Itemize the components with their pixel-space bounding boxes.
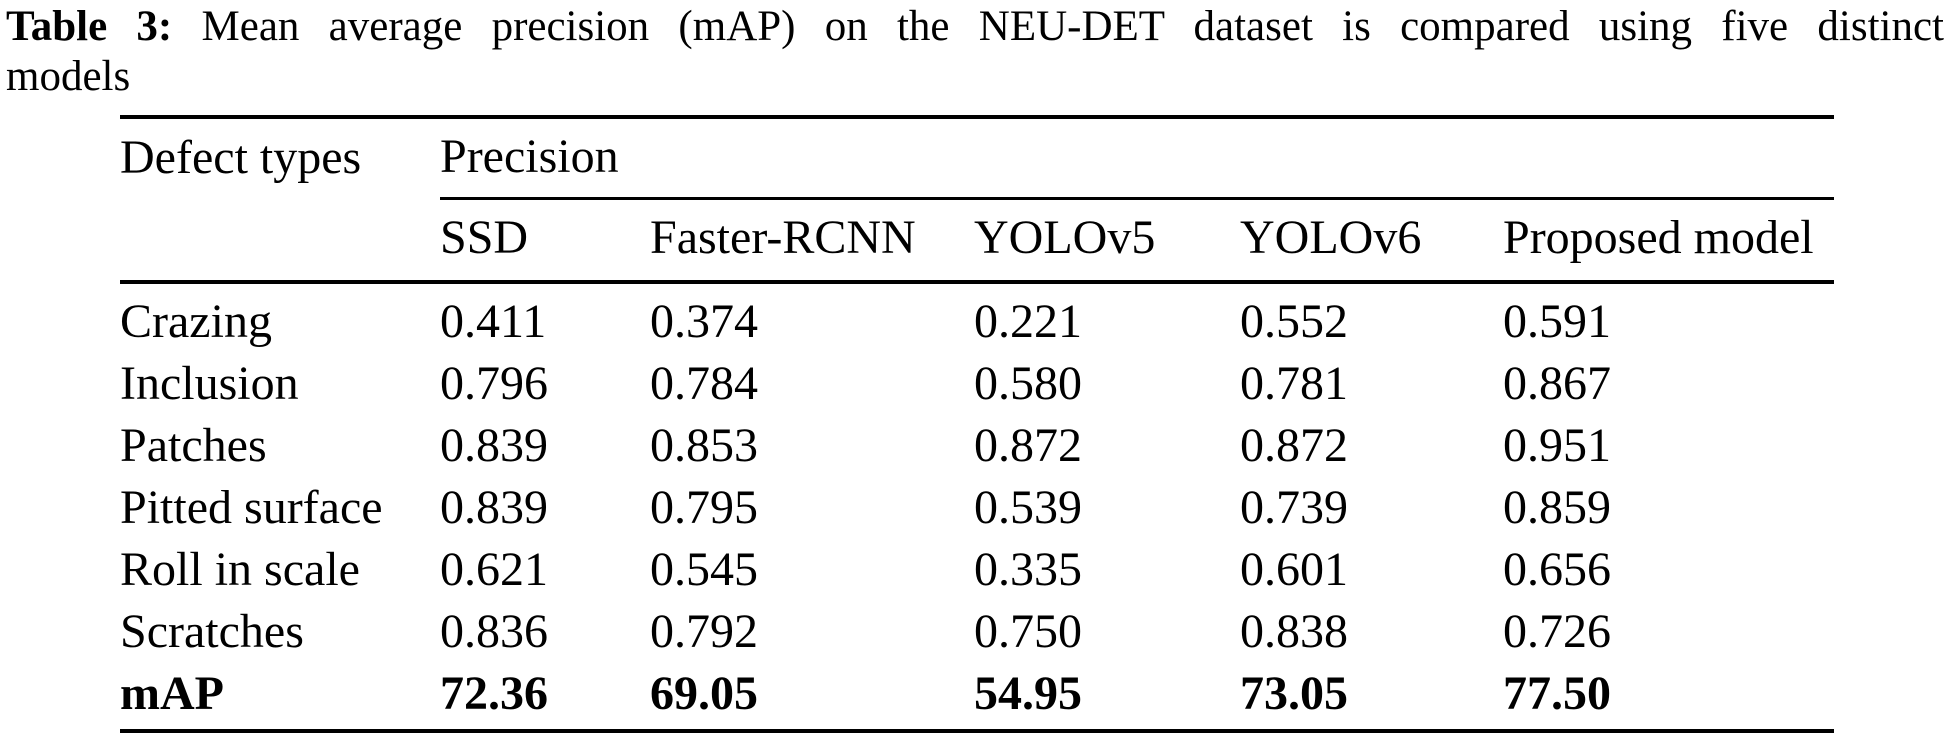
value-cell: 0.951 (1503, 419, 1611, 472)
value-cell: 0.656 (1503, 543, 1611, 596)
value-cell: 0.726 (1503, 605, 1611, 658)
caption-table-number: Table 3: (6, 3, 173, 50)
table-row: Pitted surface 0.839 0.795 0.539 0.739 0… (120, 477, 1834, 539)
row-label: Patches (120, 419, 267, 472)
results-table: Defect types Precision SSD Faster-RCNN Y… (120, 115, 1835, 733)
row-label: Inclusion (120, 357, 299, 410)
header-precision-group: Precision (440, 115, 1835, 200)
header-model-ssd: SSD (440, 198, 650, 284)
value-cell: 0.539 (974, 481, 1082, 534)
table-row: Crazing 0.411 0.374 0.221 0.552 0.591 (120, 282, 1834, 353)
value-cell: 0.795 (650, 481, 758, 534)
value-cell: 0.872 (1240, 419, 1348, 472)
value-cell: 0.853 (650, 419, 758, 472)
table-row: Scratches 0.836 0.792 0.750 0.838 0.726 (120, 601, 1834, 663)
value-cell: 0.221 (974, 295, 1082, 348)
value-cell: 0.838 (1240, 605, 1348, 658)
header-models-row: SSD Faster-RCNN YOLOv5 YOLOv6 Proposed m… (120, 198, 1835, 284)
table-row: Patches 0.839 0.853 0.872 0.872 0.951 (120, 415, 1834, 477)
row-label: Crazing (120, 295, 272, 348)
table-caption: Table 3: Mean average precision (mAP) on… (6, 2, 1944, 102)
value-cell: 0.552 (1240, 295, 1348, 348)
value-cell: 0.796 (440, 357, 548, 410)
header-defect-types: Defect types (120, 115, 440, 199)
header-model-faster-rcnn: Faster-RCNN (650, 198, 974, 284)
value-cell: 0.839 (440, 419, 548, 472)
header-model-proposed: Proposed model (1503, 198, 1835, 284)
value-cell: 0.591 (1503, 295, 1611, 348)
row-label: Scratches (120, 605, 304, 658)
caption-line-1: Table 3: Mean average precision (mAP) on… (6, 2, 1944, 52)
header-model-yolov6: YOLOv6 (1240, 198, 1503, 284)
header-group-row: Defect types Precision (120, 115, 1835, 200)
caption-line-2: models (6, 53, 131, 100)
value-cell: 0.836 (440, 605, 548, 658)
value-cell: 0.411 (440, 295, 547, 348)
value-cell: 0.545 (650, 543, 758, 596)
value-cell: 0.839 (440, 481, 548, 534)
value-cell: 0.621 (440, 543, 548, 596)
table-row: Roll in scale 0.621 0.545 0.335 0.601 0.… (120, 539, 1834, 601)
value-cell: 0.781 (1240, 357, 1348, 410)
header-model-yolov5: YOLOv5 (974, 198, 1240, 284)
value-cell: 0.601 (1240, 543, 1348, 596)
value-cell: 0.792 (650, 605, 758, 658)
value-cell: 0.867 (1503, 357, 1611, 410)
value-cell: 0.784 (650, 357, 758, 410)
value-cell: 0.580 (974, 357, 1082, 410)
header-empty-cell (120, 198, 440, 284)
value-cell: 0.872 (974, 419, 1082, 472)
value-cell: 0.335 (974, 543, 1082, 596)
value-cell: 0.739 (1240, 481, 1348, 534)
caption-text: Mean average precision (mAP) on the NEU-… (172, 3, 1945, 50)
row-label: Pitted surface (120, 481, 383, 534)
value-cell: 0.750 (974, 605, 1082, 658)
table-row: Inclusion 0.796 0.784 0.580 0.781 0.867 (120, 353, 1834, 415)
value-cell: 0.374 (650, 295, 758, 348)
row-label: Roll in scale (120, 543, 360, 596)
value-cell: 0.859 (1503, 481, 1611, 534)
